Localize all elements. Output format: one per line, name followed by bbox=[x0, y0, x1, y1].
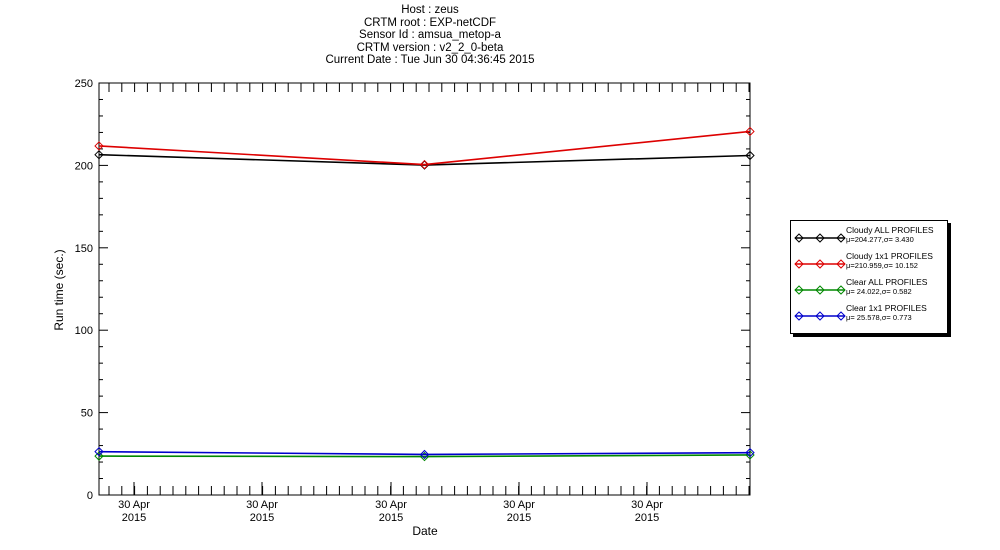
y-tick-label: 200 bbox=[75, 160, 93, 172]
data-point bbox=[94, 149, 104, 160]
x-tick-label: 30 Apr bbox=[631, 499, 663, 511]
legend-label: Clear ALL PROFILES bbox=[846, 277, 928, 287]
legend-label: Cloudy 1x1 PROFILES bbox=[846, 251, 933, 261]
legend-item: Clear ALL PROFILES μ= 24.022,σ= 0.582 bbox=[791, 277, 949, 303]
legend: Cloudy ALL PROFILES μ=204.277,σ= 3.430 C… bbox=[790, 220, 948, 334]
x-tick-label: 30 Apr bbox=[503, 499, 535, 511]
y-tick-label: 150 bbox=[75, 243, 93, 255]
data-point bbox=[794, 311, 804, 321]
legend-stat: μ=210.959,σ= 10.152 bbox=[846, 261, 918, 270]
series-line bbox=[98, 130, 751, 166]
series-line bbox=[98, 454, 751, 458]
data-point bbox=[94, 446, 104, 457]
y-tick-label: 250 bbox=[75, 78, 93, 90]
legend-stat: μ= 24.022,σ= 0.582 bbox=[846, 287, 912, 296]
header-sensor-id: Sensor Id : amsua_metop-a bbox=[359, 29, 501, 42]
y-tick-label: 0 bbox=[87, 490, 93, 502]
x-tick-label: 2015 bbox=[635, 512, 659, 524]
x-tick-label: 2015 bbox=[250, 512, 274, 524]
data-point bbox=[836, 259, 846, 269]
data-point bbox=[419, 159, 430, 170]
x-tick-label: 2015 bbox=[379, 512, 403, 524]
legend-swatch bbox=[794, 233, 846, 243]
header-crtm-root: CRTM root : EXP-netCDF bbox=[363, 16, 497, 29]
x-axis-label: Date bbox=[412, 524, 438, 538]
data-point bbox=[815, 259, 825, 269]
data-point bbox=[794, 285, 804, 295]
legend-item: Cloudy ALL PROFILES μ=204.277,σ= 3.430 bbox=[791, 225, 949, 251]
legend-label: Cloudy ALL PROFILES bbox=[846, 225, 934, 235]
data-point bbox=[815, 311, 825, 321]
plot-frame bbox=[98, 82, 751, 496]
header-host: Host : zeus bbox=[401, 4, 459, 16]
data-point bbox=[815, 285, 825, 295]
data-point bbox=[94, 451, 104, 461]
data-point bbox=[745, 447, 755, 458]
data-point bbox=[836, 233, 846, 243]
legend-swatch bbox=[794, 285, 846, 295]
data-point bbox=[794, 233, 804, 243]
data-point bbox=[836, 311, 846, 321]
data-point bbox=[94, 141, 104, 151]
y-axis-label: Run time (sec.) bbox=[52, 249, 66, 330]
legend-swatch bbox=[794, 259, 846, 269]
data-point bbox=[419, 449, 430, 460]
x-tick-label: 30 Apr bbox=[375, 499, 407, 511]
header-current-date: Current Date : Tue Jun 30 04:36:45 2015 bbox=[325, 54, 535, 67]
data-point bbox=[836, 285, 846, 295]
x-tick-label: 30 Apr bbox=[118, 499, 150, 511]
legend-item: Cloudy 1x1 PROFILES μ=210.959,σ= 10.152 bbox=[791, 251, 949, 277]
data-point bbox=[745, 150, 755, 161]
y-tick-label: 100 bbox=[75, 325, 93, 337]
x-tick-label: 2015 bbox=[122, 512, 146, 524]
x-tick-label: 30 Apr bbox=[246, 499, 278, 511]
legend-stat: μ= 25.578,σ= 0.773 bbox=[846, 313, 912, 322]
chart-header: Host : zeus CRTM root : EXP-netCDF Senso… bbox=[0, 4, 860, 67]
legend-stat: μ=204.277,σ= 3.430 bbox=[846, 235, 914, 244]
legend-item: Clear 1x1 PROFILES μ= 25.578,σ= 0.773 bbox=[791, 303, 949, 329]
data-point bbox=[815, 233, 825, 243]
header-crtm-version: CRTM version : v2_2_0-beta bbox=[356, 41, 504, 54]
series-line bbox=[98, 450, 751, 456]
legend-swatch bbox=[794, 311, 846, 321]
data-point bbox=[794, 259, 804, 269]
y-tick-label: 50 bbox=[81, 408, 93, 420]
data-point bbox=[745, 126, 755, 137]
x-tick-label: 2015 bbox=[507, 512, 531, 524]
legend-label: Clear 1x1 PROFILES bbox=[846, 303, 927, 313]
